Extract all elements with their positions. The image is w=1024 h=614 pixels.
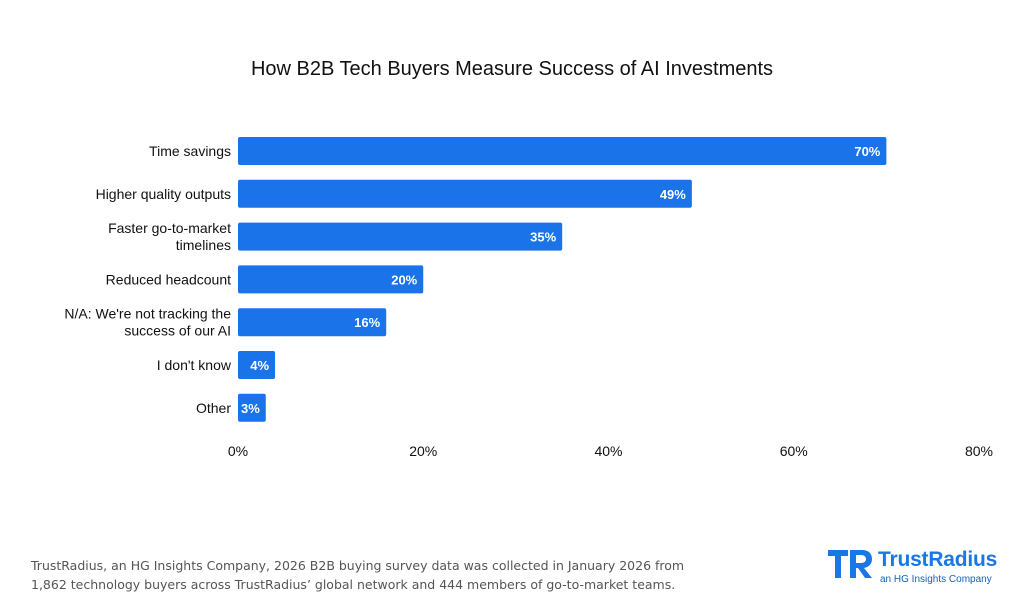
bar-0 — [238, 137, 887, 165]
bar-5 — [238, 351, 276, 379]
category-label-3-0: Reduced headcount — [106, 271, 231, 287]
logo-subtitle: an HG Insights Company — [880, 574, 992, 585]
x-tick-label-4: 80% — [965, 443, 993, 459]
bars: 70% Time savings 49% Higher quality outputs… — [64, 137, 887, 422]
bar-6 — [238, 393, 266, 422]
category-label-5-0: I don't know — [157, 357, 232, 373]
bar-value-label-1: 49% — [660, 187, 686, 202]
footnote-line-1: TrustRadius, an HG Insights Company, 202… — [31, 558, 685, 573]
trustradius-logo: TrustRadius an HG Insights Company — [826, 546, 1006, 590]
bar-4 — [238, 308, 387, 337]
x-axis: 0% 20% 40% 60% 80% — [228, 443, 993, 459]
x-tick-label-0: 0% — [228, 443, 248, 459]
bar-value-label-3: 20% — [391, 272, 417, 287]
bar-chart: How B2B Tech Buyers Measure Success of A… — [64, 58, 993, 459]
x-tick-label-3: 60% — [780, 443, 808, 459]
category-label-0-0: Time savings — [149, 143, 231, 159]
bar-value-label-2: 35% — [530, 230, 556, 245]
chart-title: How B2B Tech Buyers Measure Success of A… — [251, 58, 773, 80]
footnote: TrustRadius, an HG Insights Company, 202… — [31, 556, 731, 594]
bar-3 — [238, 265, 424, 294]
bar-value-label-5: 4% — [250, 358, 269, 373]
x-tick-label-2: 40% — [594, 443, 622, 459]
category-label-4-0: N/A: We're not tracking the — [64, 306, 231, 322]
category-label-1-0: Higher quality outputs — [96, 186, 231, 202]
trustradius-logo-icon — [828, 550, 872, 578]
footnote-line-2: 1,862 technology buyers across TrustRadi… — [31, 577, 676, 592]
category-label-2-0: Faster go-to-market — [108, 220, 231, 236]
bar-value-label-6: 3% — [241, 401, 260, 416]
category-label-2-1: timelines — [176, 237, 231, 253]
logo-name: TrustRadius — [878, 548, 998, 571]
x-tick-label-1: 20% — [409, 443, 437, 459]
category-label-6-0: Other — [196, 400, 231, 416]
bar-1 — [238, 179, 692, 208]
bar-2 — [238, 222, 563, 251]
bar-value-label-0: 70% — [854, 144, 880, 159]
bar-value-label-4: 16% — [354, 315, 380, 330]
category-label-4-1: success of our AI — [124, 323, 231, 339]
